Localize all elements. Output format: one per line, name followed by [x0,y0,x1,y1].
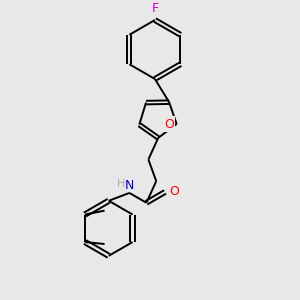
Text: O: O [164,118,174,130]
Text: O: O [169,185,179,198]
Text: N: N [125,179,134,192]
Text: H: H [117,179,126,189]
Text: F: F [151,2,158,15]
